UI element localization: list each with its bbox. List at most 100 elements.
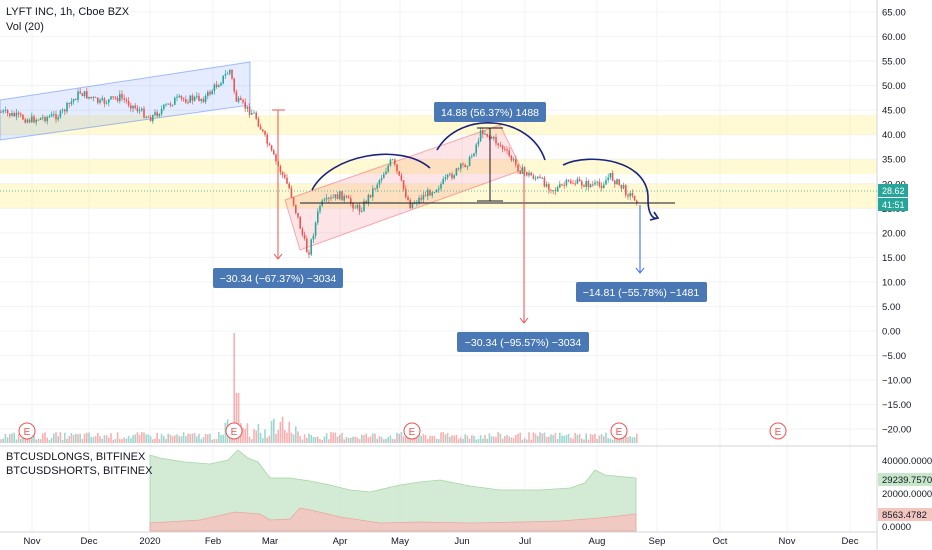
candle-body bbox=[559, 184, 561, 188]
volume-bar bbox=[622, 433, 625, 443]
volume-bar bbox=[317, 436, 319, 443]
volume-bar bbox=[576, 434, 579, 443]
candle-body bbox=[262, 129, 264, 132]
volume-bar bbox=[110, 433, 112, 443]
candle-body bbox=[275, 154, 277, 162]
volume-bar bbox=[61, 439, 64, 443]
volume-bar bbox=[200, 439, 202, 443]
candle-body bbox=[611, 172, 614, 181]
candle-body bbox=[572, 183, 574, 185]
candle-body bbox=[471, 156, 473, 157]
y-tick-label: 50.00 bbox=[882, 81, 906, 92]
indicator-axis[interactable]: 40000.0000 20000.0000 0.0000 bbox=[882, 456, 932, 533]
volume-bar bbox=[132, 435, 134, 443]
candle-body bbox=[68, 103, 70, 104]
volume-bar bbox=[515, 434, 517, 443]
volume-bar bbox=[75, 433, 77, 443]
volume-bar bbox=[625, 432, 627, 443]
candle-body bbox=[372, 188, 374, 198]
volume-bar bbox=[268, 435, 271, 443]
candle-body bbox=[31, 116, 33, 123]
volume-bar bbox=[189, 433, 191, 443]
volume-bar bbox=[97, 432, 99, 443]
candle-body bbox=[169, 103, 172, 106]
y-tick-label: 35.00 bbox=[882, 155, 906, 166]
candle-body bbox=[457, 168, 460, 170]
volume-bar bbox=[438, 439, 440, 443]
volume-bar bbox=[295, 426, 297, 443]
callout-4[interactable]: −14.81 (−55.78%) −1481 bbox=[576, 282, 707, 302]
candle-body bbox=[389, 159, 392, 166]
candle-body bbox=[24, 119, 26, 123]
candle-body bbox=[213, 84, 216, 91]
volume-bar bbox=[211, 439, 213, 443]
candle-body bbox=[35, 119, 37, 123]
time-axis[interactable]: Nov Dec 2020 Feb Mar Apr May Jun Jul Aug Sep Oct Nov… bbox=[24, 536, 859, 547]
volume-bar bbox=[420, 435, 422, 443]
volume-bar bbox=[550, 434, 552, 443]
volume-bar bbox=[237, 393, 240, 443]
x-tick-label: Jun bbox=[454, 536, 469, 547]
earnings-circle bbox=[769, 422, 787, 440]
volume-bar bbox=[64, 432, 66, 443]
candle-body bbox=[50, 114, 53, 117]
volume-bar bbox=[66, 438, 68, 443]
volume-bar bbox=[354, 436, 356, 443]
volume-bar bbox=[413, 437, 416, 443]
x-tick-label: Sep bbox=[649, 536, 666, 547]
candle-body bbox=[149, 117, 152, 122]
volume-bar bbox=[411, 436, 414, 443]
candle-body bbox=[308, 252, 310, 255]
volume-bar bbox=[402, 436, 405, 443]
candle-body bbox=[475, 144, 477, 154]
volume-label: Vol (20) bbox=[6, 21, 44, 33]
volume-bar bbox=[284, 430, 286, 443]
volume-bar bbox=[605, 432, 607, 443]
candle-body bbox=[202, 98, 205, 102]
volume-bar bbox=[541, 433, 543, 443]
callout-2[interactable]: 14.88 (56.37%) 1488 bbox=[434, 102, 546, 122]
volume-bar bbox=[532, 432, 535, 443]
candle-body bbox=[455, 168, 458, 176]
callout-1[interactable]: −30.34 (−67.37%) −3034 bbox=[213, 268, 343, 288]
volume-bar bbox=[559, 432, 561, 443]
x-tick-label: Dec bbox=[81, 536, 98, 547]
candle-body bbox=[473, 153, 475, 157]
volume-bar bbox=[572, 438, 574, 443]
candle-body bbox=[15, 112, 18, 117]
candle-body bbox=[286, 177, 288, 184]
volume-bar bbox=[108, 437, 110, 443]
candle-body bbox=[537, 176, 539, 179]
candle-body bbox=[77, 91, 79, 101]
volume-bar bbox=[119, 439, 121, 443]
volume-bar bbox=[350, 437, 352, 443]
callout-3[interactable]: −30.34 (−95.57%) −3034 bbox=[457, 332, 589, 352]
volume-bar bbox=[416, 435, 418, 443]
candle-body bbox=[66, 103, 68, 112]
volume-bar bbox=[365, 433, 367, 443]
volume-bar bbox=[440, 432, 442, 443]
arrow-head bbox=[649, 211, 660, 221]
candle-body bbox=[618, 179, 620, 185]
volume-bar bbox=[600, 434, 603, 443]
candle-body bbox=[299, 217, 301, 229]
candle-body bbox=[328, 197, 330, 199]
candle-body bbox=[39, 117, 42, 120]
candle-body bbox=[596, 181, 598, 183]
volume-bar bbox=[570, 437, 572, 443]
volume-bar bbox=[457, 438, 460, 443]
callout-2-text: 14.88 (56.37%) 1488 bbox=[441, 107, 539, 119]
volume-bar bbox=[539, 432, 541, 443]
candle-body bbox=[233, 78, 235, 92]
candle-body bbox=[182, 98, 185, 100]
price-axis[interactable]: 65.0060.0055.0050.0045.0040.0035.0030.00… bbox=[882, 8, 911, 436]
candle-body bbox=[585, 180, 587, 187]
longs-area bbox=[149, 449, 637, 532]
measure-line-3-arrow bbox=[519, 317, 529, 324]
candle-body bbox=[160, 108, 163, 114]
candle-body bbox=[442, 179, 444, 184]
volume-bar bbox=[578, 433, 581, 443]
candle-body bbox=[44, 117, 46, 122]
volume-bar bbox=[15, 439, 18, 443]
